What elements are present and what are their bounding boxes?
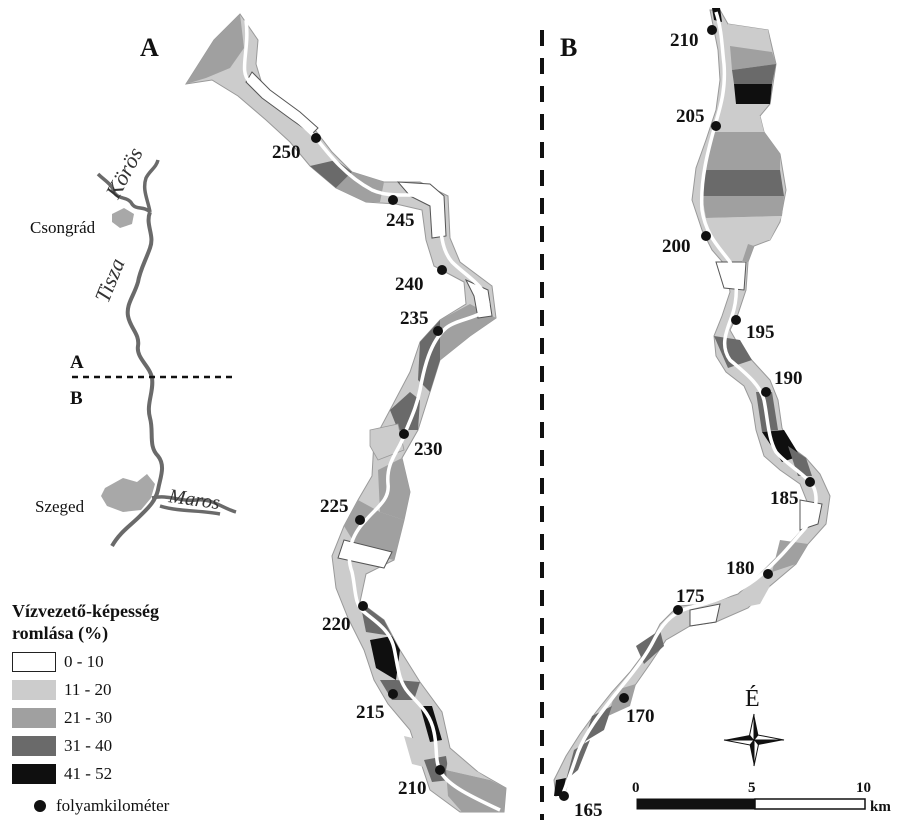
legend-label-0-10: 0 - 10	[64, 652, 104, 671]
km-label-195: 195	[746, 322, 775, 343]
legend-label-31-40: 31 - 40	[64, 736, 113, 755]
km-dot-240	[437, 265, 447, 275]
km-marker-dots-a	[311, 133, 447, 775]
legend-title: Vízvezető-képesség romlása (%)	[12, 600, 159, 644]
scale-tick-5: 5	[748, 780, 756, 796]
scale-unit: km	[870, 799, 891, 815]
km-label-185: 185	[770, 488, 799, 509]
scale-bar: 0 5 10 km	[632, 780, 891, 815]
legend-marker-row: folyamkilométer	[14, 796, 169, 816]
river-section-a	[184, 13, 507, 813]
szeged-label: Szeged	[35, 497, 85, 516]
panel-label-a: A	[140, 33, 159, 62]
km-dot-210-a	[435, 765, 445, 775]
scale-tick-10: 10	[856, 780, 871, 796]
km-labels-a: 250 245 240 235 230 225 220 215 210	[272, 142, 443, 799]
panel-label-b: B	[560, 33, 577, 62]
km-label-225: 225	[320, 496, 349, 517]
km-label-220: 220	[322, 614, 351, 635]
legend-marker-label: folyamkilométer	[56, 796, 170, 815]
km-dot-170	[619, 693, 629, 703]
km-dot-220	[358, 601, 368, 611]
km-label-170: 170	[626, 706, 655, 727]
legend-swatch-0-10	[12, 652, 56, 672]
km-dot-190	[761, 387, 771, 397]
legend-swatch-11-20	[12, 680, 56, 700]
km-label-175: 175	[676, 586, 705, 607]
legend-swatch-41-52	[12, 764, 56, 784]
km-label-205: 205	[676, 106, 705, 127]
north-arrow: É	[723, 686, 785, 767]
legend-label-41-52: 41 - 52	[64, 764, 113, 783]
maros-river-inset	[151, 495, 237, 516]
koros-river-inset	[96, 159, 160, 214]
km-label-210-b: 210	[670, 30, 699, 51]
km-marker-dots-b	[559, 25, 815, 801]
km-dot-195	[731, 315, 741, 325]
koros-label: Körös	[100, 143, 148, 203]
km-labels-b: 210 205 200 195 190 185 180 175 170 165	[574, 30, 803, 821]
legend-label-21-30: 21 - 30	[64, 708, 113, 727]
szeged-town-area	[101, 474, 155, 512]
km-dot-225	[355, 515, 365, 525]
legend-title-line1: Vízvezető-képesség	[12, 601, 159, 621]
legend-row-41-52: 41 - 52	[12, 764, 112, 784]
km-dot-205	[711, 121, 721, 131]
km-label-190: 190	[774, 368, 803, 389]
legend-title-line2: romlása (%)	[12, 623, 109, 643]
inset-label-b: B	[70, 388, 83, 409]
inset-map: Körös Tisza Maros Csongrád Szeged A B	[30, 143, 237, 548]
csongrad-label: Csongrád	[30, 218, 96, 237]
km-label-210-a: 210	[398, 778, 427, 799]
km-label-245: 245	[386, 210, 415, 231]
km-label-215: 215	[356, 702, 385, 723]
scale-tick-0: 0	[632, 780, 640, 796]
legend-row-21-30: 21 - 30	[12, 708, 112, 728]
river-section-b	[553, 8, 831, 797]
km-dot-180	[763, 569, 773, 579]
legend-swatch-31-40	[12, 736, 56, 756]
km-dot-235	[433, 326, 443, 336]
km-label-240: 240	[395, 274, 424, 295]
km-dot-200	[701, 231, 711, 241]
km-dot-215	[388, 689, 398, 699]
km-dot-165	[559, 791, 569, 801]
north-label: É	[745, 686, 760, 712]
km-dot-210-b	[707, 25, 717, 35]
legend-row-31-40: 31 - 40	[12, 736, 112, 756]
km-label-200: 200	[662, 236, 691, 257]
csongrad-town-area	[112, 208, 134, 228]
legend-row-0-10: 0 - 10	[12, 652, 104, 672]
km-dot-245	[388, 195, 398, 205]
km-dot-175	[673, 605, 683, 615]
km-label-235: 235	[400, 308, 429, 329]
km-label-230: 230	[414, 439, 443, 460]
km-label-165: 165	[574, 800, 603, 821]
inset-label-a: A	[70, 352, 84, 373]
km-label-180: 180	[726, 558, 755, 579]
legend-label-11-20: 11 - 20	[64, 680, 112, 699]
tisza-label: Tisza	[89, 255, 129, 306]
km-dot-230	[399, 429, 409, 439]
legend-swatch-21-30	[12, 708, 56, 728]
km-marker-dot-icon	[34, 800, 46, 812]
km-dot-250	[311, 133, 321, 143]
legend-row-11-20: 11 - 20	[12, 680, 112, 700]
km-label-250: 250	[272, 142, 301, 163]
km-dot-185	[805, 477, 815, 487]
